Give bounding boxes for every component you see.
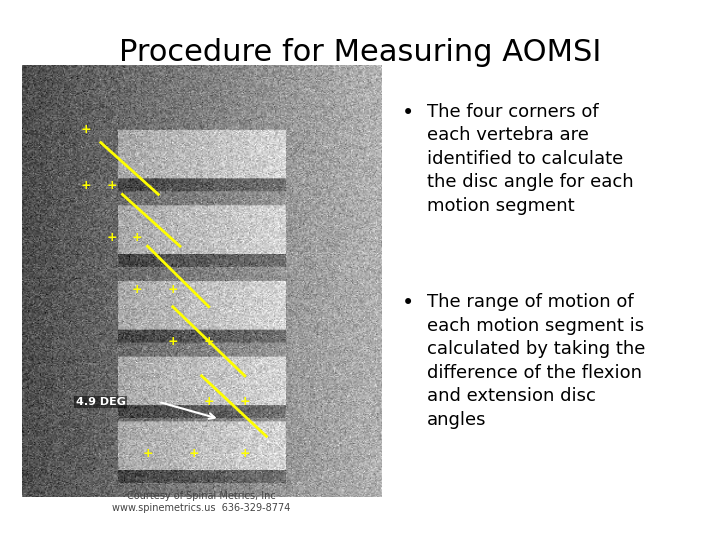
Text: 4.9 DEG: 4.9 DEG [76, 397, 125, 407]
Text: •: • [402, 293, 414, 313]
Text: +: + [81, 179, 91, 192]
Text: +: + [204, 395, 214, 408]
Text: The range of motion of
each motion segment is
calculated by taking the
differenc: The range of motion of each motion segme… [427, 293, 645, 429]
Text: +: + [143, 447, 153, 460]
Text: +: + [81, 123, 91, 136]
Text: Procedure for Measuring AOMSI: Procedure for Measuring AOMSI [119, 38, 601, 67]
Text: +: + [204, 335, 214, 348]
Text: +: + [189, 447, 199, 460]
Text: +: + [240, 395, 250, 408]
Text: +: + [168, 335, 178, 348]
Text: +: + [132, 231, 142, 244]
Text: Courtesy of Spinal Metrics, Inc
www.spinemetrics.us  636-329-8774: Courtesy of Spinal Metrics, Inc www.spin… [112, 491, 291, 513]
Text: +: + [132, 283, 142, 296]
Text: +: + [240, 447, 250, 460]
Text: +: + [107, 231, 117, 244]
Text: •: • [402, 103, 414, 123]
Text: +: + [168, 283, 178, 296]
Text: +: + [107, 179, 117, 192]
Text: The four corners of
each vertebra are
identified to calculate
the disc angle for: The four corners of each vertebra are id… [427, 103, 634, 215]
